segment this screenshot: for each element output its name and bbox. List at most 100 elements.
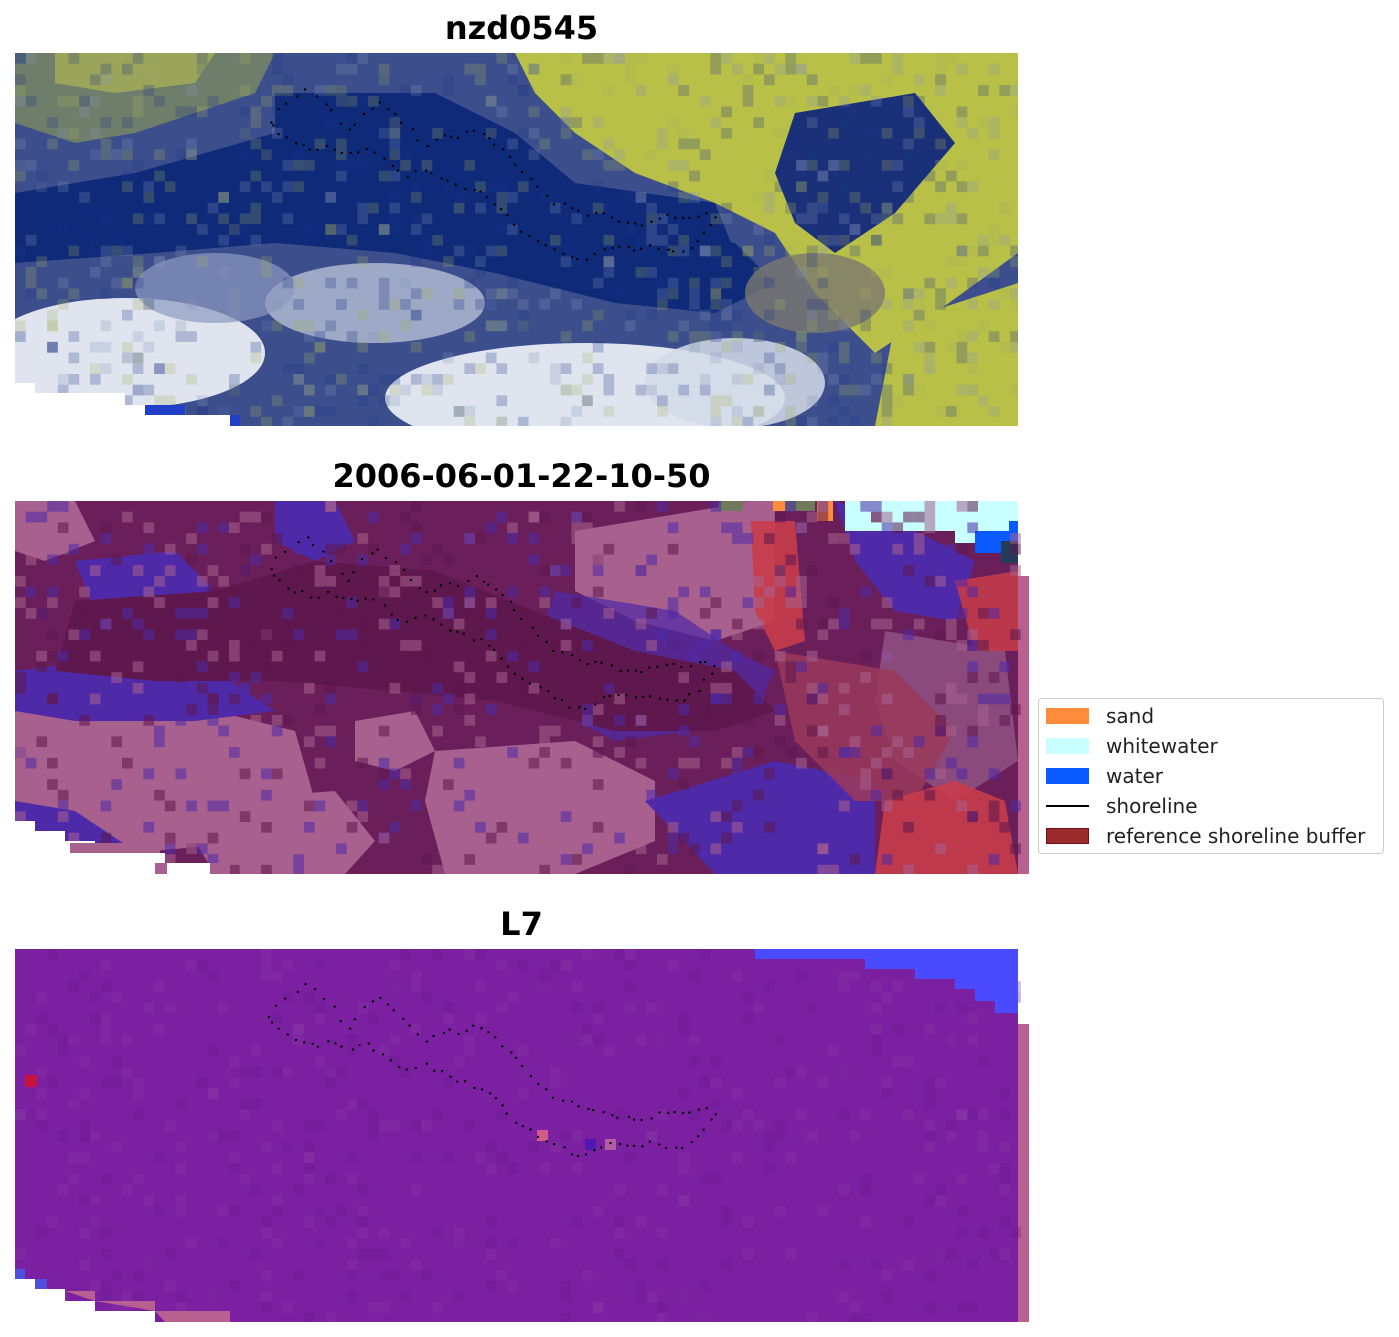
shoreline-point xyxy=(457,1032,460,1036)
shoreline-point xyxy=(487,583,490,586)
shoreline-point xyxy=(682,216,685,220)
shoreline-point xyxy=(464,187,467,191)
shoreline-point xyxy=(513,672,517,675)
shoreline-point xyxy=(379,996,382,1000)
shoreline-point xyxy=(617,693,620,697)
shoreline-point xyxy=(520,230,523,234)
shoreline-point xyxy=(553,1142,556,1146)
shoreline-point xyxy=(568,706,571,709)
shoreline-point xyxy=(611,246,614,250)
shoreline-point xyxy=(529,1128,532,1131)
shoreline-point xyxy=(553,697,557,700)
shoreline-point xyxy=(272,574,276,577)
shoreline-point xyxy=(587,1107,590,1111)
shoreline-point xyxy=(277,1027,281,1030)
shoreline-point xyxy=(688,1111,691,1114)
legend-item-reference-buffer: reference shoreline buffer xyxy=(1046,824,1365,848)
shoreline-point xyxy=(408,1024,411,1027)
shoreline-point xyxy=(544,243,547,247)
shoreline-point xyxy=(371,598,375,601)
shoreline-point xyxy=(387,107,390,111)
shoreline-point xyxy=(278,579,281,582)
shoreline-point xyxy=(611,1113,614,1117)
shoreline-point xyxy=(270,1021,274,1024)
shoreline-point xyxy=(493,648,496,652)
shoreline-point xyxy=(703,660,707,664)
shoreline-point xyxy=(705,211,708,215)
shoreline-point xyxy=(499,207,503,211)
shoreline-point xyxy=(649,695,652,698)
shoreline-point xyxy=(667,248,671,251)
shoreline-point xyxy=(545,194,549,197)
shoreline-point xyxy=(602,211,605,215)
shoreline-point xyxy=(666,213,669,217)
shoreline-point xyxy=(356,151,360,154)
shoreline-point xyxy=(334,1042,337,1045)
shoreline-point xyxy=(553,248,556,251)
shoreline-point xyxy=(551,649,555,653)
shoreline-point xyxy=(680,1146,684,1150)
shoreline-point xyxy=(640,224,644,227)
shoreline-point xyxy=(449,1075,452,1078)
legend-label-water: water xyxy=(1106,764,1163,788)
legend-label-shoreline: shoreline xyxy=(1106,794,1198,818)
shoreline-point xyxy=(340,1045,343,1048)
shoreline-point xyxy=(520,1064,524,1068)
shoreline-point xyxy=(696,1135,700,1138)
shoreline-point xyxy=(308,148,311,151)
shoreline-point xyxy=(509,600,513,604)
shoreline-point xyxy=(363,1005,366,1009)
shoreline-point xyxy=(641,1145,644,1148)
shoreline-point xyxy=(440,177,443,180)
shoreline-point xyxy=(352,571,355,574)
shoreline-point xyxy=(602,695,606,699)
shoreline-point xyxy=(416,139,419,142)
shoreline-point xyxy=(317,596,320,599)
shoreline-point xyxy=(697,215,700,218)
shoreline-point xyxy=(462,632,465,635)
shoreline-point xyxy=(578,659,582,662)
shoreline-point xyxy=(492,143,496,147)
shoreline-point xyxy=(634,222,637,225)
shoreline-point xyxy=(591,1108,595,1112)
shoreline-point xyxy=(563,202,567,205)
shoreline-point xyxy=(500,657,503,660)
shoreline-point xyxy=(521,677,524,681)
shoreline-point xyxy=(472,639,476,642)
shoreline-point xyxy=(316,148,319,151)
shoreline-point xyxy=(467,579,470,583)
shoreline-point xyxy=(657,247,660,251)
shoreline-point xyxy=(448,582,452,585)
legend-swatch-water xyxy=(1046,768,1089,784)
shoreline-point xyxy=(425,1040,429,1043)
shoreline-point xyxy=(560,698,564,702)
shoreline-point xyxy=(512,608,516,612)
shoreline-point xyxy=(391,164,394,168)
shoreline-point xyxy=(310,596,313,599)
shoreline-point xyxy=(405,1068,408,1071)
shoreline-point xyxy=(433,589,437,592)
shoreline-point xyxy=(456,630,459,634)
shoreline-point xyxy=(658,1143,661,1146)
shoreline-point xyxy=(578,706,581,709)
shoreline-point xyxy=(356,599,359,602)
shoreline-point xyxy=(416,1033,420,1036)
shoreline-point xyxy=(501,594,504,597)
shoreline-point xyxy=(608,694,612,698)
shoreline-point xyxy=(690,246,694,250)
shoreline-point xyxy=(414,1066,417,1070)
shoreline-point xyxy=(626,221,629,225)
shoreline-point xyxy=(577,1105,580,1108)
shoreline-point xyxy=(531,626,535,629)
shoreline-point xyxy=(277,107,281,111)
shoreline-point xyxy=(494,1097,498,1100)
legend-item-sand: sand xyxy=(1046,704,1154,728)
legend-item-water: water xyxy=(1046,764,1163,788)
shoreline-point xyxy=(316,1045,320,1049)
shoreline-point xyxy=(599,1146,603,1149)
shoreline-point xyxy=(483,132,486,136)
shoreline-point xyxy=(396,169,400,172)
shoreline-point xyxy=(270,121,273,124)
shoreline-point xyxy=(440,623,443,626)
shoreline-point xyxy=(640,1118,643,1122)
